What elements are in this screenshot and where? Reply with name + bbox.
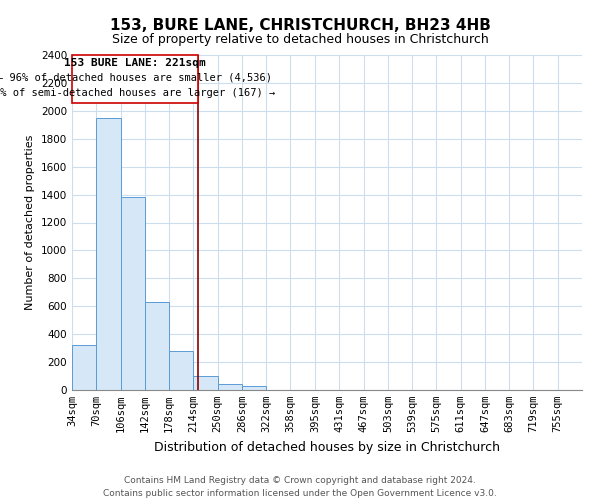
Text: 4% of semi-detached houses are larger (167) →: 4% of semi-detached houses are larger (1… bbox=[0, 88, 275, 98]
Text: 153 BURE LANE: 221sqm: 153 BURE LANE: 221sqm bbox=[64, 58, 206, 68]
Bar bbox=[218, 384, 242, 390]
Text: ← 96% of detached houses are smaller (4,536): ← 96% of detached houses are smaller (4,… bbox=[0, 72, 272, 83]
Y-axis label: Number of detached properties: Number of detached properties bbox=[25, 135, 35, 310]
Bar bbox=[242, 386, 266, 390]
Bar bbox=[169, 351, 193, 390]
X-axis label: Distribution of detached houses by size in Christchurch: Distribution of detached houses by size … bbox=[154, 440, 500, 454]
Text: Size of property relative to detached houses in Christchurch: Size of property relative to detached ho… bbox=[112, 32, 488, 46]
Bar bbox=[96, 118, 121, 390]
Bar bbox=[145, 302, 169, 390]
Bar bbox=[72, 346, 96, 390]
FancyBboxPatch shape bbox=[72, 55, 198, 103]
Bar bbox=[193, 376, 218, 390]
Text: 153, BURE LANE, CHRISTCHURCH, BH23 4HB: 153, BURE LANE, CHRISTCHURCH, BH23 4HB bbox=[110, 18, 490, 32]
Bar bbox=[121, 198, 145, 390]
Text: Contains HM Land Registry data © Crown copyright and database right 2024.
Contai: Contains HM Land Registry data © Crown c… bbox=[103, 476, 497, 498]
